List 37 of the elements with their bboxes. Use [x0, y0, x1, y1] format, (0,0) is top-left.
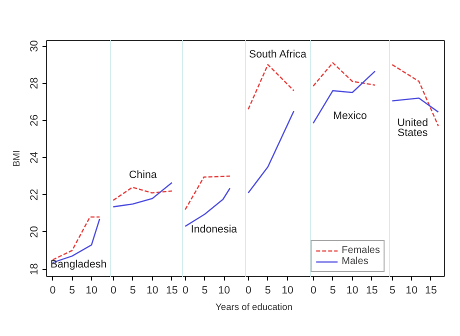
x-tick-label: 10: [346, 284, 358, 296]
x-tick-label: 15: [166, 284, 178, 296]
y-tick-label: 26: [28, 114, 40, 126]
x-tick-label: 5: [264, 284, 271, 296]
x-tick-label: 5: [130, 284, 136, 296]
x-tick-label: 10: [282, 284, 294, 296]
x-tick-label: 5: [202, 284, 208, 296]
y-tick-label: 18: [28, 263, 40, 275]
legend-label: Females: [342, 245, 380, 256]
x-tick-label: 0: [50, 284, 56, 296]
annotation: Bangladesh: [50, 258, 107, 271]
x-tick-label: 15: [425, 284, 437, 296]
y-axis-title: BMI: [12, 150, 22, 167]
y-tick-label: 24: [28, 152, 40, 164]
y-tick-label: 22: [28, 188, 40, 201]
x-tick-label: 15: [366, 284, 378, 296]
x-tick-label: 0: [182, 284, 188, 296]
x-tick-label: 5: [390, 284, 396, 296]
y-tick-label: 28: [28, 77, 40, 90]
x-tick-label: 10: [218, 284, 230, 296]
x-tick-label: 10: [146, 284, 158, 296]
annotation: Indonesia: [190, 223, 238, 236]
x-axis-title: Years of education: [216, 301, 292, 314]
x-tick-label: 0: [310, 284, 316, 296]
annotation: United States: [397, 116, 428, 139]
annotation: Mexico: [333, 110, 367, 122]
annotation: South Africa: [248, 48, 307, 61]
x-tick-label: 0: [110, 284, 116, 296]
y-tick-label: 20: [28, 226, 40, 238]
annotation: China: [128, 169, 157, 182]
legend-label: Males: [342, 256, 368, 267]
x-tick-label: 5: [330, 284, 336, 296]
x-tick-label: 5: [69, 284, 76, 296]
x-tick-label: 10: [406, 284, 418, 296]
x-tick-label: 10: [86, 284, 98, 296]
y-tick-label: 30: [28, 40, 40, 52]
x-tick-label: 0: [246, 284, 252, 296]
